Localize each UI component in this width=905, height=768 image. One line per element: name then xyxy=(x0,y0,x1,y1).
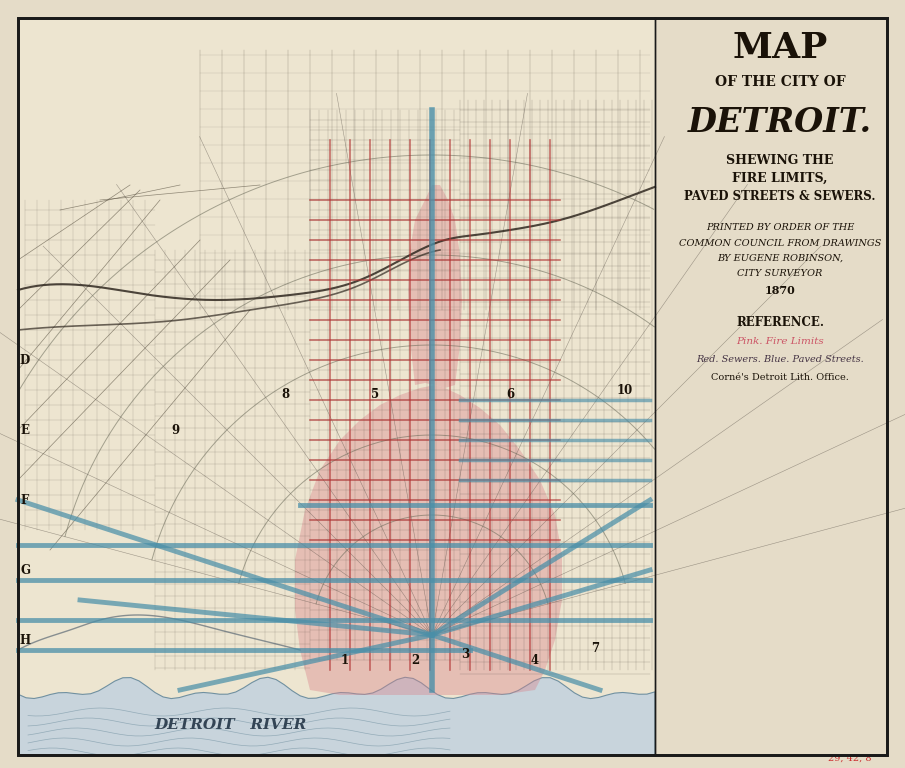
Text: OF THE CITY OF: OF THE CITY OF xyxy=(715,75,845,89)
Text: 9: 9 xyxy=(171,423,179,436)
Text: D: D xyxy=(20,353,30,366)
Polygon shape xyxy=(18,677,655,755)
Text: 1: 1 xyxy=(341,654,349,667)
Text: 8: 8 xyxy=(281,389,289,402)
Text: F: F xyxy=(21,494,29,507)
Text: COMMON COUNCIL FROM DRAWINGS: COMMON COUNCIL FROM DRAWINGS xyxy=(679,239,881,247)
Text: REFERENCE.: REFERENCE. xyxy=(736,316,824,329)
Text: 6: 6 xyxy=(506,389,514,402)
Text: SHEWING THE: SHEWING THE xyxy=(727,154,834,167)
Text: Pink. Fire Limits: Pink. Fire Limits xyxy=(736,337,824,346)
Text: PRINTED BY ORDER OF THE: PRINTED BY ORDER OF THE xyxy=(706,223,854,233)
Bar xyxy=(655,18,887,755)
Text: Corné's Detroit Lith. Office.: Corné's Detroit Lith. Office. xyxy=(711,373,849,382)
Text: PAVED STREETS & SEWERS.: PAVED STREETS & SEWERS. xyxy=(684,190,876,203)
Text: Red. Sewers. Blue. Paved Streets.: Red. Sewers. Blue. Paved Streets. xyxy=(696,356,864,365)
Text: 10: 10 xyxy=(617,383,634,396)
Text: 4: 4 xyxy=(531,654,539,667)
Text: 2: 2 xyxy=(411,654,419,667)
Text: 7: 7 xyxy=(591,641,599,654)
Text: 3: 3 xyxy=(461,648,469,661)
Text: MAP: MAP xyxy=(732,31,828,65)
Text: FIRE LIMITS,: FIRE LIMITS, xyxy=(732,171,828,184)
Text: DETROIT.: DETROIT. xyxy=(688,105,872,138)
Text: BY EUGENE ROBINSON,: BY EUGENE ROBINSON, xyxy=(717,253,843,263)
Text: 5: 5 xyxy=(371,389,379,402)
Polygon shape xyxy=(295,385,562,695)
Text: CITY SURVEYOR: CITY SURVEYOR xyxy=(738,269,823,277)
Bar xyxy=(18,18,655,755)
Text: DETROIT   RIVER: DETROIT RIVER xyxy=(154,718,306,732)
Text: 29, 42, 8: 29, 42, 8 xyxy=(828,753,872,763)
Text: E: E xyxy=(21,423,30,436)
Text: H: H xyxy=(19,634,31,647)
Polygon shape xyxy=(408,185,462,388)
Text: G: G xyxy=(20,564,30,577)
Text: 1870: 1870 xyxy=(765,284,795,296)
